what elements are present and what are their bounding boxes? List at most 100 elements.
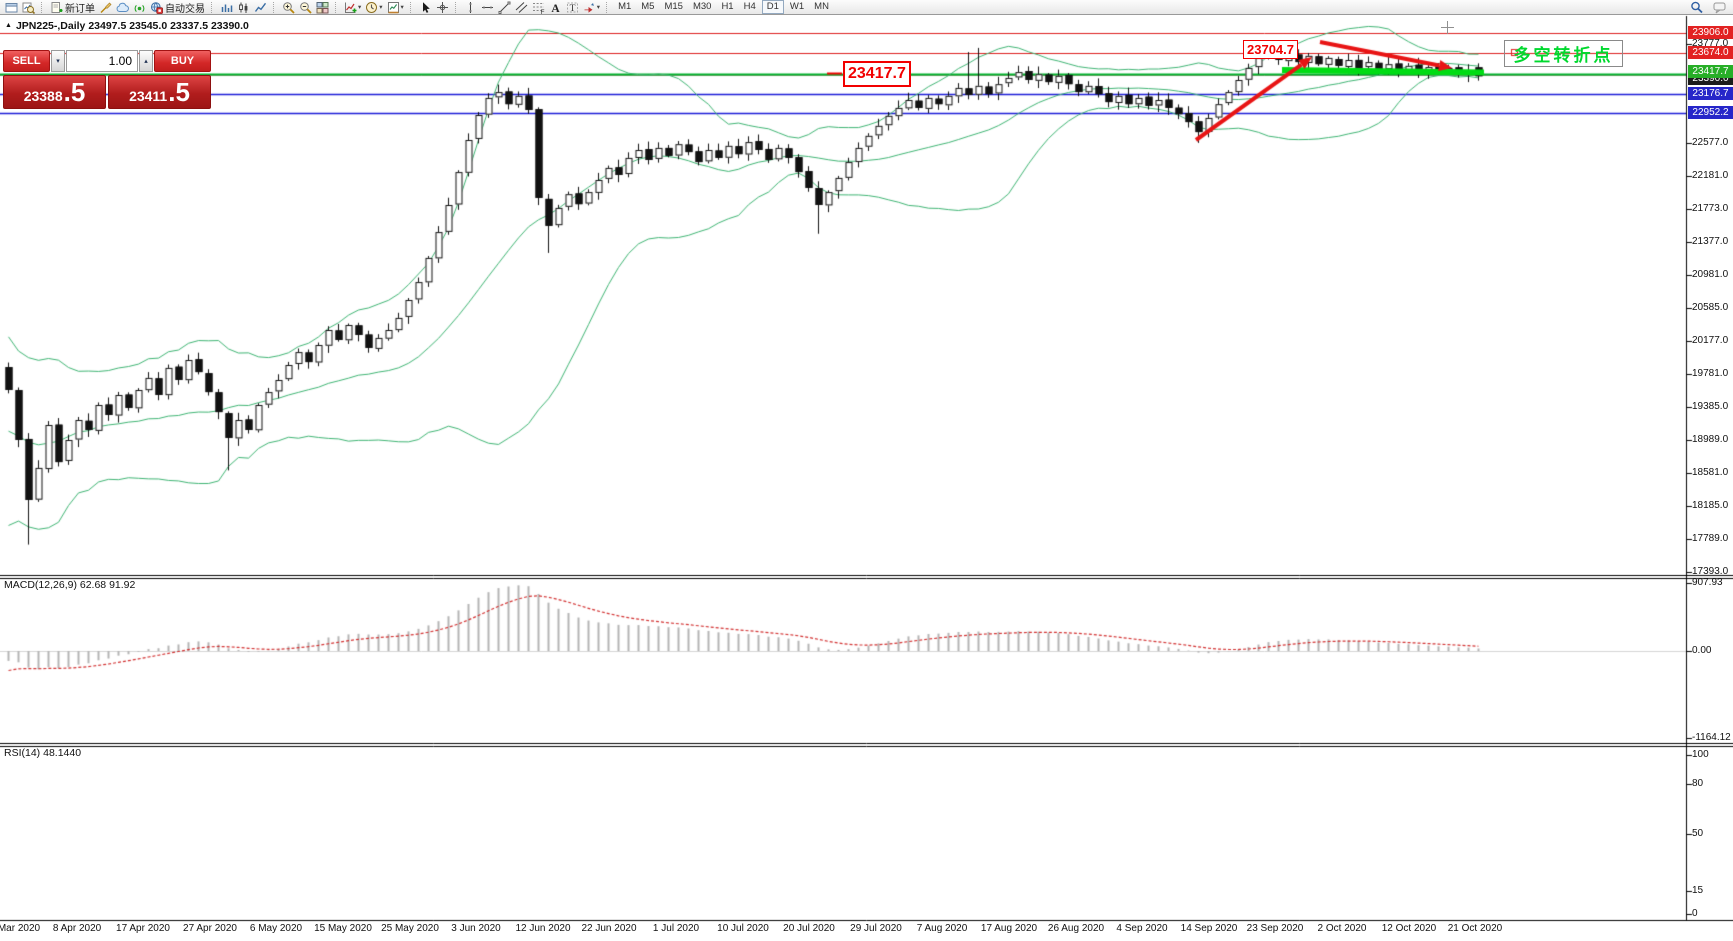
date-label: 26 Aug 2020 [1047, 923, 1105, 934]
sell-button[interactable]: SELL [3, 50, 50, 72]
date-label: 8 Apr 2020 [52, 923, 102, 934]
annotation-price-label-23417[interactable]: 23417.7 [843, 61, 911, 87]
toolbar-separator [335, 1, 338, 13]
fibonacci-tool[interactable]: F [530, 1, 547, 14]
search-icon[interactable] [1688, 1, 1705, 14]
toolbar-separator [211, 1, 214, 13]
timeframe-w1[interactable]: W1 [789, 1, 805, 12]
date-label: 12 Jun 2020 [515, 923, 571, 934]
date-label: 29 Jul 2020 [850, 923, 902, 934]
rsi-name: RSI(14) [4, 747, 41, 759]
rsi-scale-tick: 100 [1692, 749, 1709, 760]
date-label: 17 Aug 2020 [980, 923, 1038, 934]
crosshair-cursor [1441, 21, 1454, 34]
crosshair-tool[interactable] [434, 1, 451, 14]
publish-icon[interactable] [114, 1, 131, 14]
text-tool[interactable]: A [547, 1, 564, 14]
date-label: 2 Oct 2020 [1317, 923, 1367, 934]
rsi-indicator-label: RSI(14) 48.1440 [4, 747, 81, 759]
price-tick: 18581.0 [1692, 467, 1729, 478]
volume-increase-button[interactable]: ▴ [139, 50, 153, 72]
buy-button[interactable]: BUY [154, 50, 211, 72]
date-axis[interactable]: 30 Mar 2020 8 Apr 2020 17 Apr 2020 27 Apr 2… [0, 922, 1733, 938]
sell-price-display[interactable]: 23388.5 [3, 75, 106, 109]
collapse-triangle-icon: ▲ [5, 22, 12, 29]
date-label: 1 Jul 2020 [652, 923, 700, 934]
price-tick: 23777.0 [1692, 38, 1729, 49]
price-tick: 19385.0 [1692, 401, 1729, 412]
price-badge: 23674.0 [1688, 46, 1733, 59]
timeframe-m5[interactable]: M5 [641, 1, 655, 12]
timeframe-m1[interactable]: M1 [618, 1, 632, 12]
macd-scale-tick: -1164.12 [1692, 732, 1731, 743]
macd-indicator-label: MACD(12,26,9) 62.68 91.92 [4, 579, 135, 591]
macd-scale-tick: 907.93 [1692, 577, 1723, 588]
auto-trading-button[interactable]: 自动交易 [148, 1, 207, 15]
date-label: 4 Sep 2020 [1116, 923, 1168, 934]
trendline-tool[interactable] [496, 1, 513, 14]
sell-price-pip: .5 [63, 77, 86, 107]
toolbar-separator [409, 1, 413, 13]
annotation-pivot-point-text[interactable]: 多空转折点 [1504, 40, 1623, 67]
toolbar-separator [273, 1, 276, 13]
date-label: 14 Sep 2020 [1180, 923, 1238, 934]
annotation-price-label-23704[interactable]: 23704.7 [1243, 40, 1298, 59]
price-tick: 17789.0 [1692, 533, 1729, 544]
date-label: 6 May 2020 [249, 923, 303, 934]
candle-chart-mode-icon[interactable] [235, 1, 252, 14]
indicators-menu[interactable]: ▾ [342, 1, 363, 14]
templates-menu[interactable]: ▾ [385, 1, 406, 14]
bar-chart-mode-icon[interactable] [218, 1, 235, 14]
channel-tool[interactable] [513, 1, 530, 14]
vertical-line-tool[interactable] [462, 1, 479, 14]
zoom-out-icon[interactable] [297, 1, 314, 14]
date-label: 20 Jul 2020 [783, 923, 835, 934]
periods-menu[interactable]: ▾ [363, 1, 384, 14]
toolbar-separator [454, 1, 458, 13]
date-label: 3 Jun 2020 [451, 923, 501, 934]
volume-input[interactable]: 1.00 [66, 50, 138, 72]
new-order-button[interactable]: 新订单 [48, 1, 97, 15]
price-tick: 19781.0 [1692, 368, 1729, 379]
toolbar-separator [41, 1, 44, 13]
signals-icon[interactable] [131, 1, 148, 14]
macd-signal-value: 91.92 [109, 579, 136, 591]
date-label: 25 May 2020 [381, 923, 439, 934]
timeframe-m15[interactable]: M15 [664, 1, 683, 12]
volume-decrease-button[interactable]: ▾ [51, 50, 65, 72]
clear-objects-icon[interactable] [97, 1, 114, 14]
market-watch-icon[interactable] [20, 1, 37, 14]
arrows-tool[interactable]: ▾ [581, 1, 602, 14]
chat-icon[interactable] [1711, 1, 1728, 14]
timeframe-m30[interactable]: M30 [692, 1, 712, 12]
rsi-scale-tick: 50 [1692, 828, 1704, 839]
new-window-icon[interactable] [3, 1, 20, 14]
buy-price-display[interactable]: 23411.5 [108, 75, 211, 109]
toolbar-right-icons [1688, 1, 1728, 14]
label-tool[interactable]: T [564, 1, 581, 14]
zoom-in-icon[interactable] [280, 1, 297, 14]
svg-text:T: T [569, 4, 575, 14]
svg-text:F: F [540, 9, 544, 14]
buy-price-pip: .5 [168, 77, 190, 107]
price-tick: 17393.0 [1692, 566, 1729, 577]
date-label: 12 Oct 2020 [1381, 923, 1437, 934]
horizontal-line-tool[interactable] [479, 1, 496, 14]
date-label: 30 Mar 2020 [0, 923, 41, 934]
price-axis[interactable]: 23777.0 22577.0 22181.0 21773.0 21377.0 20981… [1688, 0, 1733, 941]
price-badge: 23906.0 [1688, 26, 1733, 39]
macd-main-value: 62.68 [79, 579, 107, 591]
tile-windows-icon[interactable] [314, 1, 331, 14]
trade-panel-row-prices: 23388.5 23411.5 [3, 75, 211, 109]
line-chart-mode-icon[interactable] [252, 1, 269, 14]
timeframe-h1[interactable]: H1 [721, 1, 734, 12]
rsi-scale-tick: 80 [1692, 778, 1704, 789]
rsi-scale-tick: 0 [1692, 908, 1698, 919]
timeframe-d1[interactable]: D1 [761, 0, 784, 14]
timeframe-h4[interactable]: H4 [743, 1, 756, 12]
sell-price-main: 23388 [23, 87, 63, 104]
cursor-tool[interactable] [417, 1, 434, 14]
date-label: 21 Oct 2020 [1447, 923, 1503, 934]
timeframe-mn[interactable]: MN [814, 1, 829, 12]
